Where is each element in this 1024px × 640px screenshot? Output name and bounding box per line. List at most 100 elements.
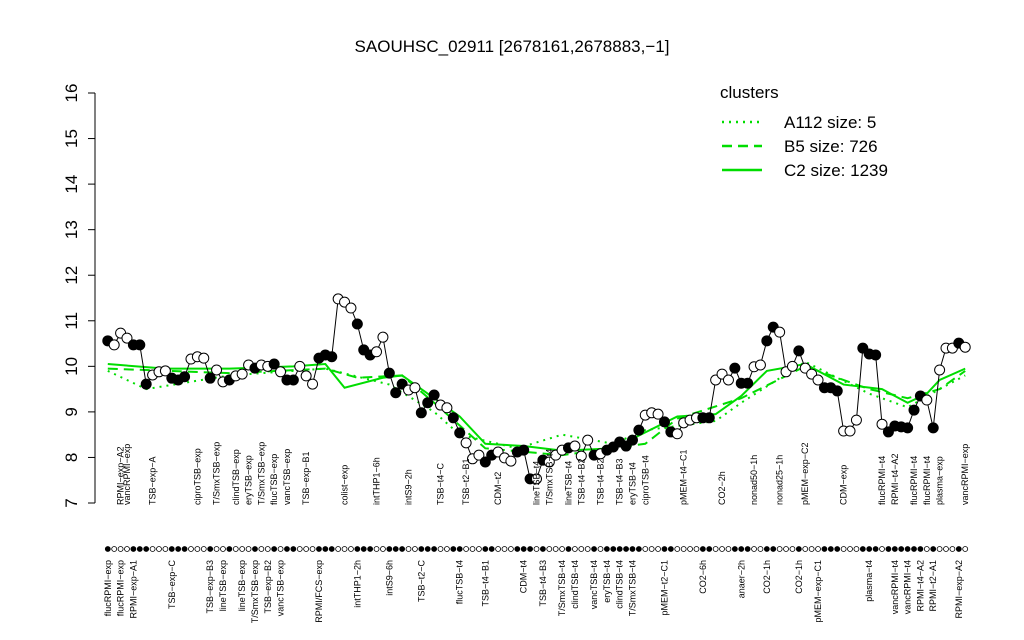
rug-point bbox=[335, 546, 342, 552]
sample-label: vancRPMI−exp bbox=[122, 444, 132, 505]
rug-point bbox=[571, 546, 578, 552]
rug-point bbox=[136, 546, 143, 552]
y-tick-label: 16 bbox=[62, 84, 81, 103]
sample-point bbox=[422, 397, 434, 409]
rug-point bbox=[482, 546, 489, 552]
rug-point bbox=[424, 546, 431, 552]
rug-point bbox=[936, 546, 943, 552]
rug-point bbox=[667, 546, 674, 552]
rug-point bbox=[322, 546, 329, 552]
sample-label: T/SmxTSB−exp bbox=[212, 442, 222, 505]
sample-point bbox=[134, 339, 146, 351]
sample-label: T/SmxTSB−exp bbox=[250, 560, 260, 623]
rug-point bbox=[879, 546, 885, 552]
rug-point bbox=[290, 546, 297, 552]
sample-label: anaer−2h bbox=[736, 560, 746, 598]
y-tick-label: 12 bbox=[62, 266, 81, 285]
sample-point bbox=[409, 382, 421, 394]
rug-point bbox=[328, 546, 335, 552]
sample-point bbox=[345, 302, 357, 314]
rug-point bbox=[264, 546, 271, 552]
sample-point bbox=[812, 374, 824, 386]
rug-point bbox=[866, 546, 873, 552]
rug-point bbox=[635, 546, 642, 552]
y-tick-label: 7 bbox=[62, 498, 81, 507]
sample-label: vancRPMI−t4 bbox=[903, 560, 913, 614]
rug-point bbox=[725, 546, 732, 552]
rug-point bbox=[770, 546, 777, 552]
rug-point bbox=[412, 546, 418, 552]
rug-point bbox=[271, 546, 278, 552]
sample-label: ciproTSB−exp bbox=[192, 448, 202, 505]
sample-point bbox=[294, 360, 306, 372]
sample-point bbox=[531, 473, 542, 485]
sample-point bbox=[742, 377, 754, 389]
sample-point bbox=[934, 364, 946, 376]
y-tick-label: 15 bbox=[62, 129, 81, 148]
sample-label: plasma−t4 bbox=[864, 560, 874, 602]
rug-point bbox=[520, 546, 527, 552]
y-tick-label: 10 bbox=[62, 357, 81, 376]
sample-label: plasma−exp bbox=[935, 456, 945, 505]
rug-point bbox=[904, 546, 911, 552]
rug-point bbox=[680, 546, 687, 552]
rug-point bbox=[149, 546, 156, 552]
sample-label: pMEM−t2−C1 bbox=[659, 560, 669, 616]
rug-point bbox=[373, 546, 380, 552]
rug-point bbox=[763, 546, 770, 552]
rug-point bbox=[859, 546, 866, 552]
sample-point bbox=[179, 371, 191, 383]
rug-point bbox=[124, 546, 130, 552]
sample-point bbox=[236, 368, 248, 380]
rug-point bbox=[559, 546, 565, 552]
rug-point bbox=[591, 546, 597, 552]
rug-point bbox=[706, 546, 713, 552]
rug-point bbox=[258, 546, 265, 552]
rug-point bbox=[616, 546, 623, 552]
sample-point bbox=[275, 366, 287, 378]
sample-point bbox=[447, 412, 459, 424]
rug-point bbox=[795, 546, 802, 552]
rug-point bbox=[437, 546, 444, 552]
y-tick-label: 8 bbox=[62, 453, 81, 462]
rug-point bbox=[188, 546, 194, 552]
sample-label: vancTSB−exp bbox=[276, 560, 286, 616]
rug-point bbox=[827, 546, 834, 552]
sample-label: CO2−2h bbox=[717, 471, 727, 505]
sample-label: CDM−t4 bbox=[519, 560, 529, 593]
rug-point bbox=[488, 546, 495, 552]
rug-point bbox=[738, 546, 745, 552]
sample-point bbox=[959, 341, 971, 353]
sample-point bbox=[383, 367, 395, 379]
sample-label: flucRPMI−exp bbox=[103, 560, 113, 616]
sample-label: flucRPMI−exp bbox=[116, 560, 126, 616]
sample-label: flucTSB−t4 bbox=[455, 560, 465, 604]
sample-point bbox=[927, 422, 939, 434]
sample-label: TSB−exp−C bbox=[167, 560, 177, 610]
sample-point bbox=[198, 352, 210, 364]
rug-point bbox=[834, 546, 841, 552]
rug-point bbox=[296, 546, 303, 552]
rug-point bbox=[629, 546, 636, 552]
legend-label: B5 size: 726 bbox=[784, 137, 878, 156]
sample-label: CO2−6h bbox=[698, 560, 708, 594]
sample-label: lineTSB−exp bbox=[218, 560, 228, 611]
rug-point bbox=[303, 546, 310, 552]
rug-point bbox=[930, 546, 937, 552]
sample-point bbox=[287, 374, 299, 386]
rug-point bbox=[360, 546, 367, 552]
rug-point bbox=[802, 546, 809, 552]
sample-label: vancTSB−exp bbox=[282, 449, 292, 505]
sample-label: T/SmxTSB−t4 bbox=[544, 449, 554, 505]
rug-point bbox=[130, 546, 137, 552]
rug-point bbox=[623, 546, 629, 552]
rug-point bbox=[776, 546, 783, 552]
rug-point bbox=[469, 546, 476, 552]
sample-label: TSB−t4−B3 bbox=[538, 560, 548, 607]
sample-point bbox=[671, 428, 683, 440]
sample-point bbox=[268, 358, 280, 370]
sample-point bbox=[652, 408, 664, 420]
sample-label: intS9−2h bbox=[404, 469, 414, 505]
rug-point bbox=[687, 546, 693, 552]
sample-point bbox=[831, 385, 843, 397]
